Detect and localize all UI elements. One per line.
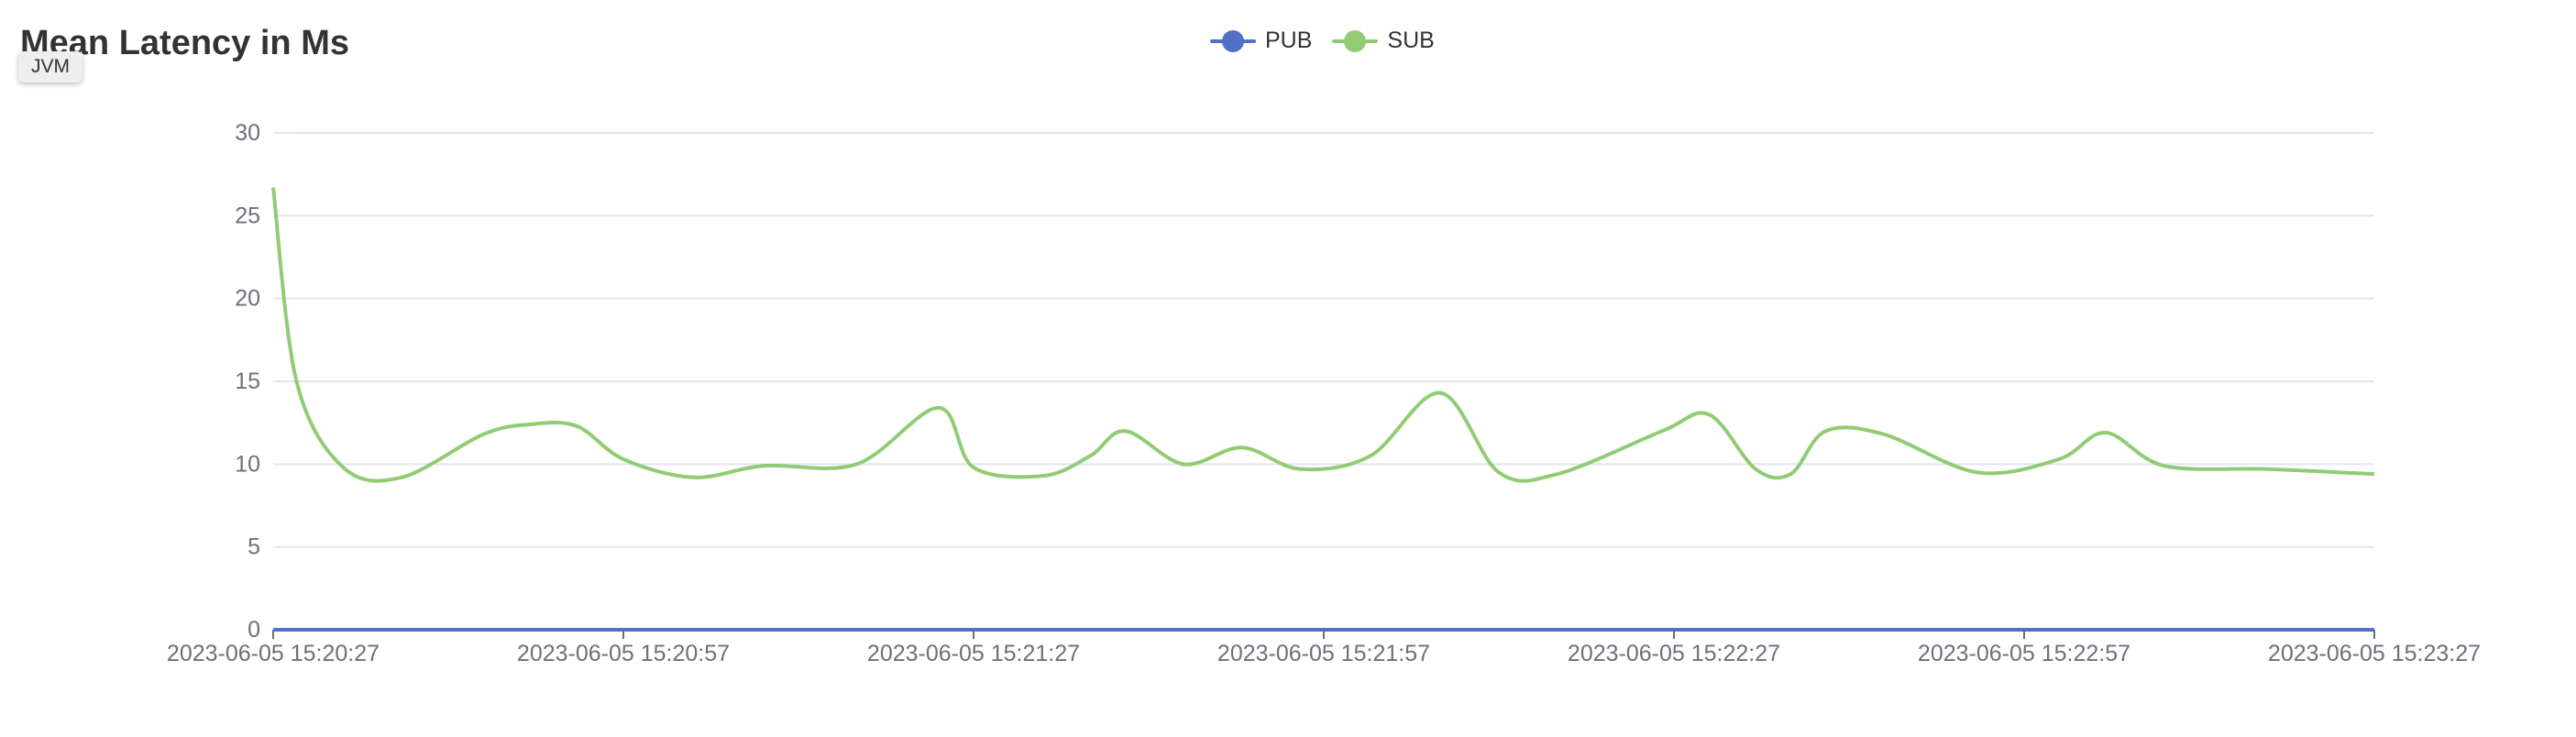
y-tick-label: 20 <box>235 286 260 312</box>
x-tick-label: 2023-06-05 15:20:27 <box>167 641 380 666</box>
legend-label-sub: SUB <box>1387 28 1435 53</box>
y-tick-label: 15 <box>235 368 260 394</box>
y-tick-label: 5 <box>248 534 260 560</box>
legend: PUB SUB <box>1210 28 1435 54</box>
y-tick-label: 0 <box>248 617 260 643</box>
x-tick-label: 2023-06-05 15:21:27 <box>867 641 1080 666</box>
x-tick-label: 2023-06-05 15:20:57 <box>517 641 730 666</box>
legend-pub-marker-icon <box>1210 29 1256 52</box>
y-tick-label: 10 <box>235 451 260 477</box>
legend-label-pub: PUB <box>1265 28 1313 53</box>
legend-item-sub[interactable]: SUB <box>1332 28 1435 54</box>
x-tick-label: 2023-06-05 15:21:57 <box>1217 641 1430 666</box>
y-tick-label: 25 <box>235 203 260 228</box>
series-line-sub <box>271 187 2375 483</box>
y-tick-label: 30 <box>235 120 260 146</box>
x-tick-label: 2023-06-05 15:22:27 <box>1568 641 1780 666</box>
legend-sub-marker-icon <box>1332 29 1379 52</box>
jvm-tag-button[interactable]: JVM <box>18 51 83 82</box>
legend-item-pub[interactable]: PUB <box>1210 28 1312 54</box>
x-tick-label: 2023-06-05 15:23:27 <box>2268 641 2481 666</box>
x-tick-label: 2023-06-05 15:22:57 <box>1918 641 2130 666</box>
